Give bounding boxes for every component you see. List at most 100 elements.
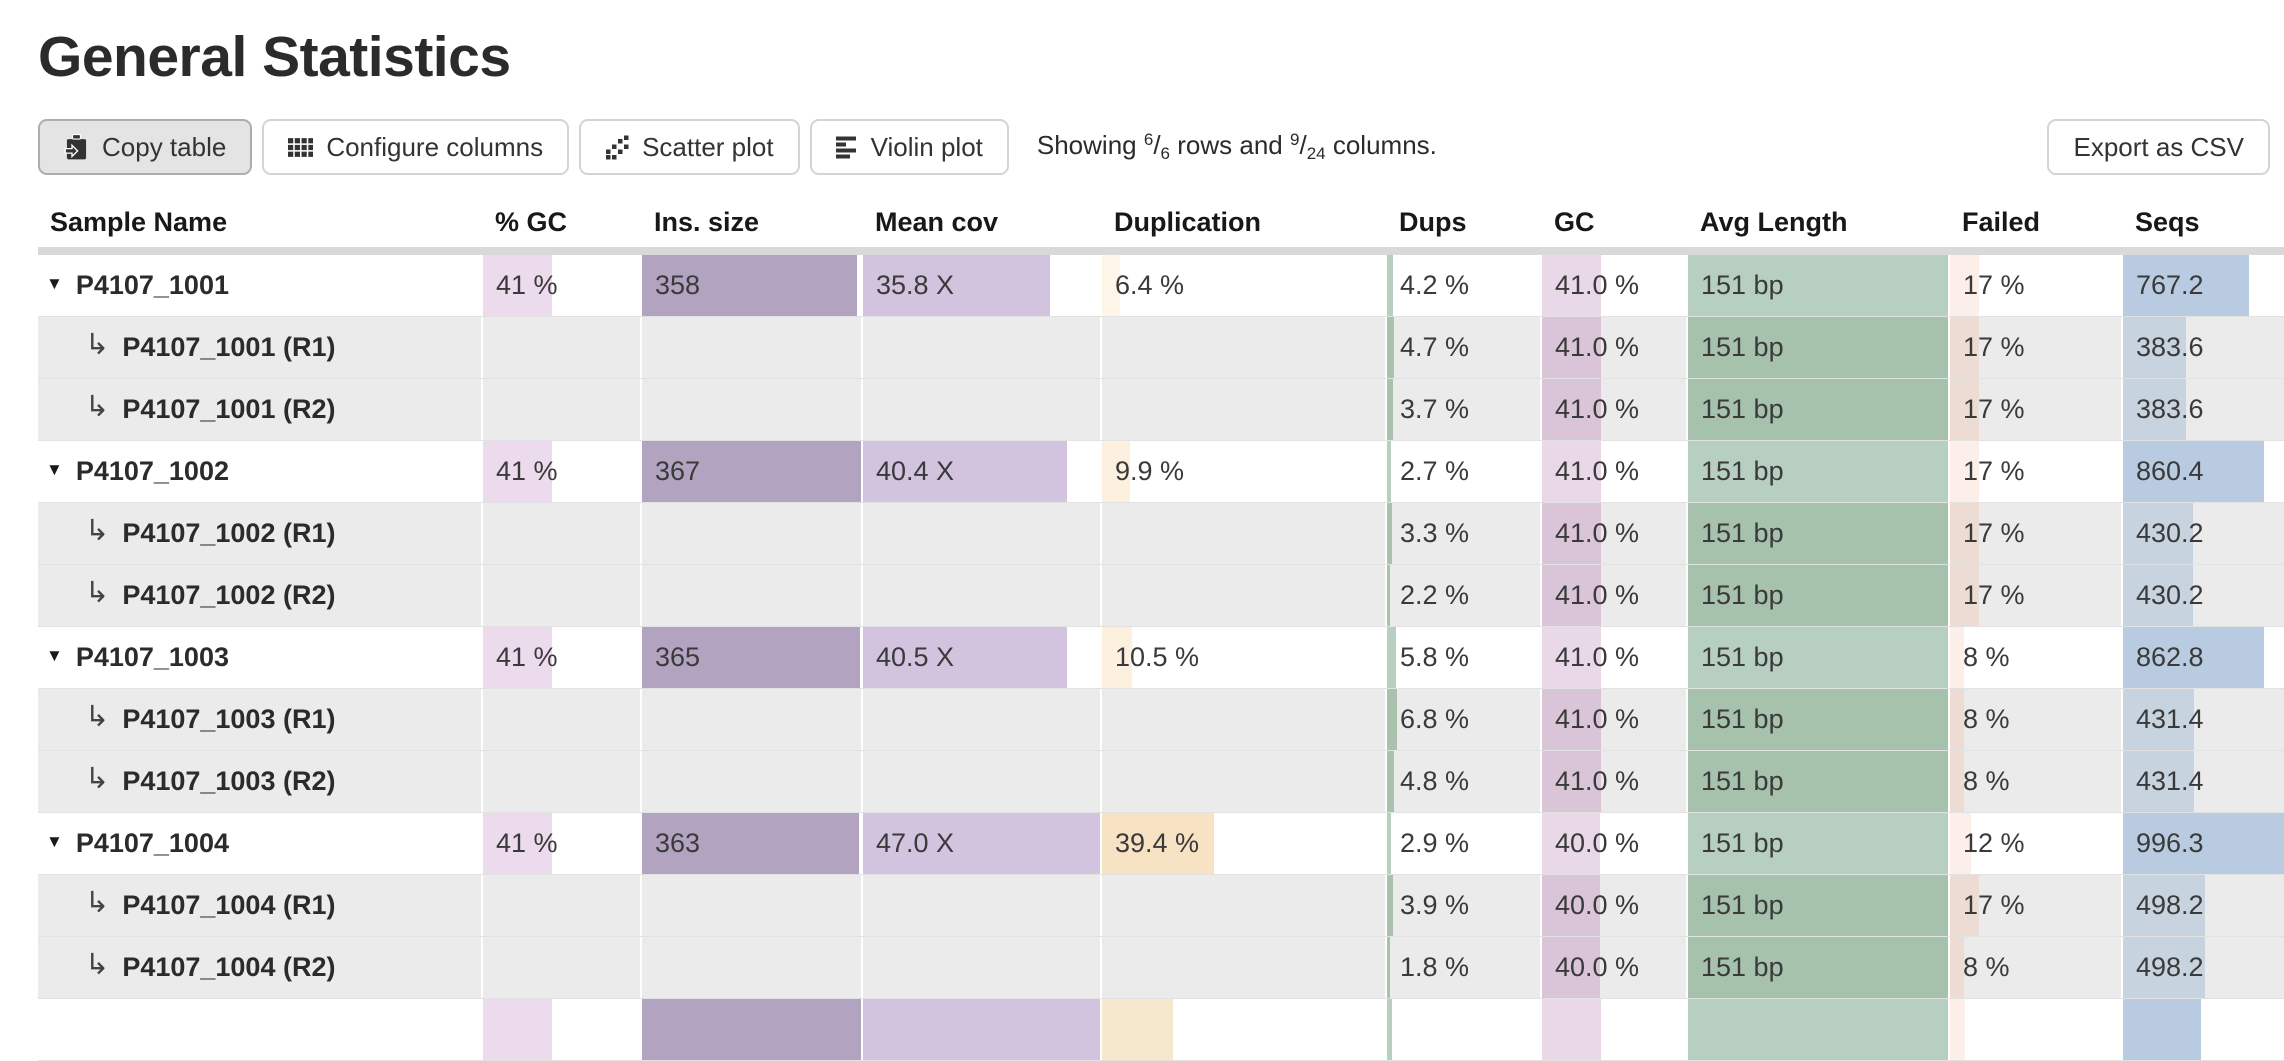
cell-value: 151 bp <box>1701 456 1784 486</box>
cell-value: 498.2 <box>2136 890 2204 920</box>
copy-table-button[interactable]: Copy table <box>38 119 253 175</box>
cell-ins_size <box>642 379 861 440</box>
cell-value: 8 % <box>1963 952 2010 982</box>
sample-name-cell: ↳ P4107_1001 (R1) <box>38 317 481 378</box>
cell-mean_cov <box>863 565 1100 626</box>
cell-value: 40.0 % <box>1555 828 1640 858</box>
cell-bar <box>1688 503 1948 564</box>
export-csv-button[interactable]: Export as CSV <box>2047 119 2270 175</box>
cell-ins_size <box>642 875 861 936</box>
column-header-gc_pct[interactable]: % GC <box>495 207 568 237</box>
violin-plot-button[interactable]: Violin plot <box>809 119 1009 175</box>
subsample-arrow-icon: ↳ <box>85 887 110 919</box>
cell-value: 2.2 % <box>1400 580 1470 610</box>
cell-gc: 41.0 % <box>1542 689 1686 750</box>
collapse-arrow-icon[interactable]: ▼ <box>46 645 63 665</box>
cell-value: 430.2 <box>2136 580 2204 610</box>
cell-gc_pct: 41 % <box>483 255 640 316</box>
cell-seqs: 430.2 <box>2123 503 2284 564</box>
column-header-avg_length[interactable]: Avg Length <box>1700 207 1848 237</box>
cell-bar <box>642 441 861 502</box>
cell-value: 431.4 <box>2136 704 2204 734</box>
cell-dups <box>1387 999 1540 1060</box>
cell-value: 1.8 % <box>1400 952 1470 982</box>
configure-columns-button[interactable]: Configure columns <box>262 119 570 175</box>
table-row: ↳ P4107_1004 (R2) 1.8 % 40.0 % 151 bp 8 % 498.… <box>38 937 2284 999</box>
column-header-seqs[interactable]: Seqs <box>2135 207 2200 237</box>
cell-value: 41 % <box>496 270 558 300</box>
cell-gc: 41.0 % <box>1542 627 1686 688</box>
cell-gc_pct <box>483 689 640 750</box>
cell-avg_length: 151 bp <box>1688 317 1948 378</box>
cell-seqs: 431.4 <box>2123 751 2284 812</box>
cell-bar <box>1387 937 1390 998</box>
sample-name-cell[interactable]: ▼ P4107_1004 <box>38 813 481 874</box>
cell-value: 860.4 <box>2136 456 2204 486</box>
column-header-duplication[interactable]: Duplication <box>1114 207 1261 237</box>
cell-value: 41 % <box>496 642 558 672</box>
cell-value: 151 bp <box>1701 642 1784 672</box>
cell-avg_length: 151 bp <box>1688 503 1948 564</box>
column-header-sample[interactable]: Sample Name <box>50 207 228 237</box>
column-header-gc[interactable]: GC <box>1554 207 1595 237</box>
cell-seqs: 860.4 <box>2123 441 2284 502</box>
table-row: ↳ P4107_1003 (R1) 6.8 % 41.0 % 151 bp 8 % 431.… <box>38 689 2284 751</box>
cell-avg_length: 151 bp <box>1688 813 1948 874</box>
cell-dups: 3.9 % <box>1387 875 1540 936</box>
column-header-failed[interactable]: Failed <box>1962 207 2041 237</box>
cell-avg_length: 151 bp <box>1688 441 1948 502</box>
sample-name-cell[interactable]: ▼ P4107_1003 <box>38 627 481 688</box>
scatter-plot-button[interactable]: Scatter plot <box>579 119 800 175</box>
subsample-arrow-icon: ↳ <box>85 577 110 609</box>
cell-bar <box>1950 751 1964 812</box>
cell-failed: 17 % <box>1950 565 2121 626</box>
column-header-dups[interactable]: Dups <box>1399 207 1467 237</box>
cell-bar <box>1950 813 1971 874</box>
cell-avg_length: 151 bp <box>1688 379 1948 440</box>
cell-duplication: 39.4 % <box>1102 813 1385 874</box>
cell-bar <box>1387 379 1393 440</box>
cell-value: 151 bp <box>1701 890 1784 920</box>
cell-value: 996.3 <box>2136 828 2204 858</box>
table-row: ▼ P4107_1004 41 % 363 47.0 X 39.4 % 2.9 % 40.0 … <box>38 813 2284 875</box>
scatter-plot-label: Scatter plot <box>642 131 774 162</box>
cell-gc: 41.0 % <box>1542 503 1686 564</box>
cell-bar <box>863 813 1100 874</box>
cell-avg_length: 151 bp <box>1688 689 1948 750</box>
column-header-ins_size[interactable]: Ins. size <box>654 207 760 237</box>
cell-gc: 41.0 % <box>1542 317 1686 378</box>
cell-avg_length: 151 bp <box>1688 565 1948 626</box>
cell-gc <box>1542 999 1686 1060</box>
cell-bar <box>1950 255 1980 316</box>
cell-mean_cov: 47.0 X <box>863 813 1100 874</box>
cell-mean_cov <box>863 379 1100 440</box>
header-separator <box>38 247 2284 255</box>
table-cells-icon <box>288 135 314 160</box>
cell-bar <box>1542 875 1600 936</box>
cell-value: 430.2 <box>2136 518 2204 548</box>
sample-name-cell[interactable]: ▼ P4107_1001 <box>38 255 481 316</box>
cell-value: 41.0 % <box>1555 580 1640 610</box>
clipboard-icon <box>64 133 89 161</box>
cell-failed: 17 % <box>1950 503 2121 564</box>
sample-name-cell[interactable]: ▼ P4107_1002 <box>38 441 481 502</box>
column-header-mean_cov[interactable]: Mean cov <box>875 207 999 237</box>
cell-bar <box>1542 317 1602 378</box>
cell-seqs: 996.3 <box>2123 813 2284 874</box>
cell-bar <box>2123 751 2194 812</box>
cell-gc_pct <box>483 999 640 1060</box>
cell-gc: 41.0 % <box>1542 441 1686 502</box>
cell-ins_size <box>642 689 861 750</box>
cell-failed: 17 % <box>1950 441 2121 502</box>
cell-value: 9.9 % <box>1115 456 1185 486</box>
collapse-arrow-icon[interactable]: ▼ <box>46 459 63 479</box>
sample-name-cell: ↳ P4107_1004 (R1) <box>38 875 481 936</box>
sample-name: P4107_1003 (R2) <box>122 766 336 796</box>
cell-gc_pct <box>483 937 640 998</box>
cell-bar <box>483 627 553 688</box>
cell-duplication <box>1102 875 1385 936</box>
collapse-arrow-icon[interactable]: ▼ <box>46 831 63 851</box>
collapse-arrow-icon[interactable]: ▼ <box>46 273 63 293</box>
cell-value: 12 % <box>1963 828 2025 858</box>
cell-value: 498.2 <box>2136 952 2204 982</box>
